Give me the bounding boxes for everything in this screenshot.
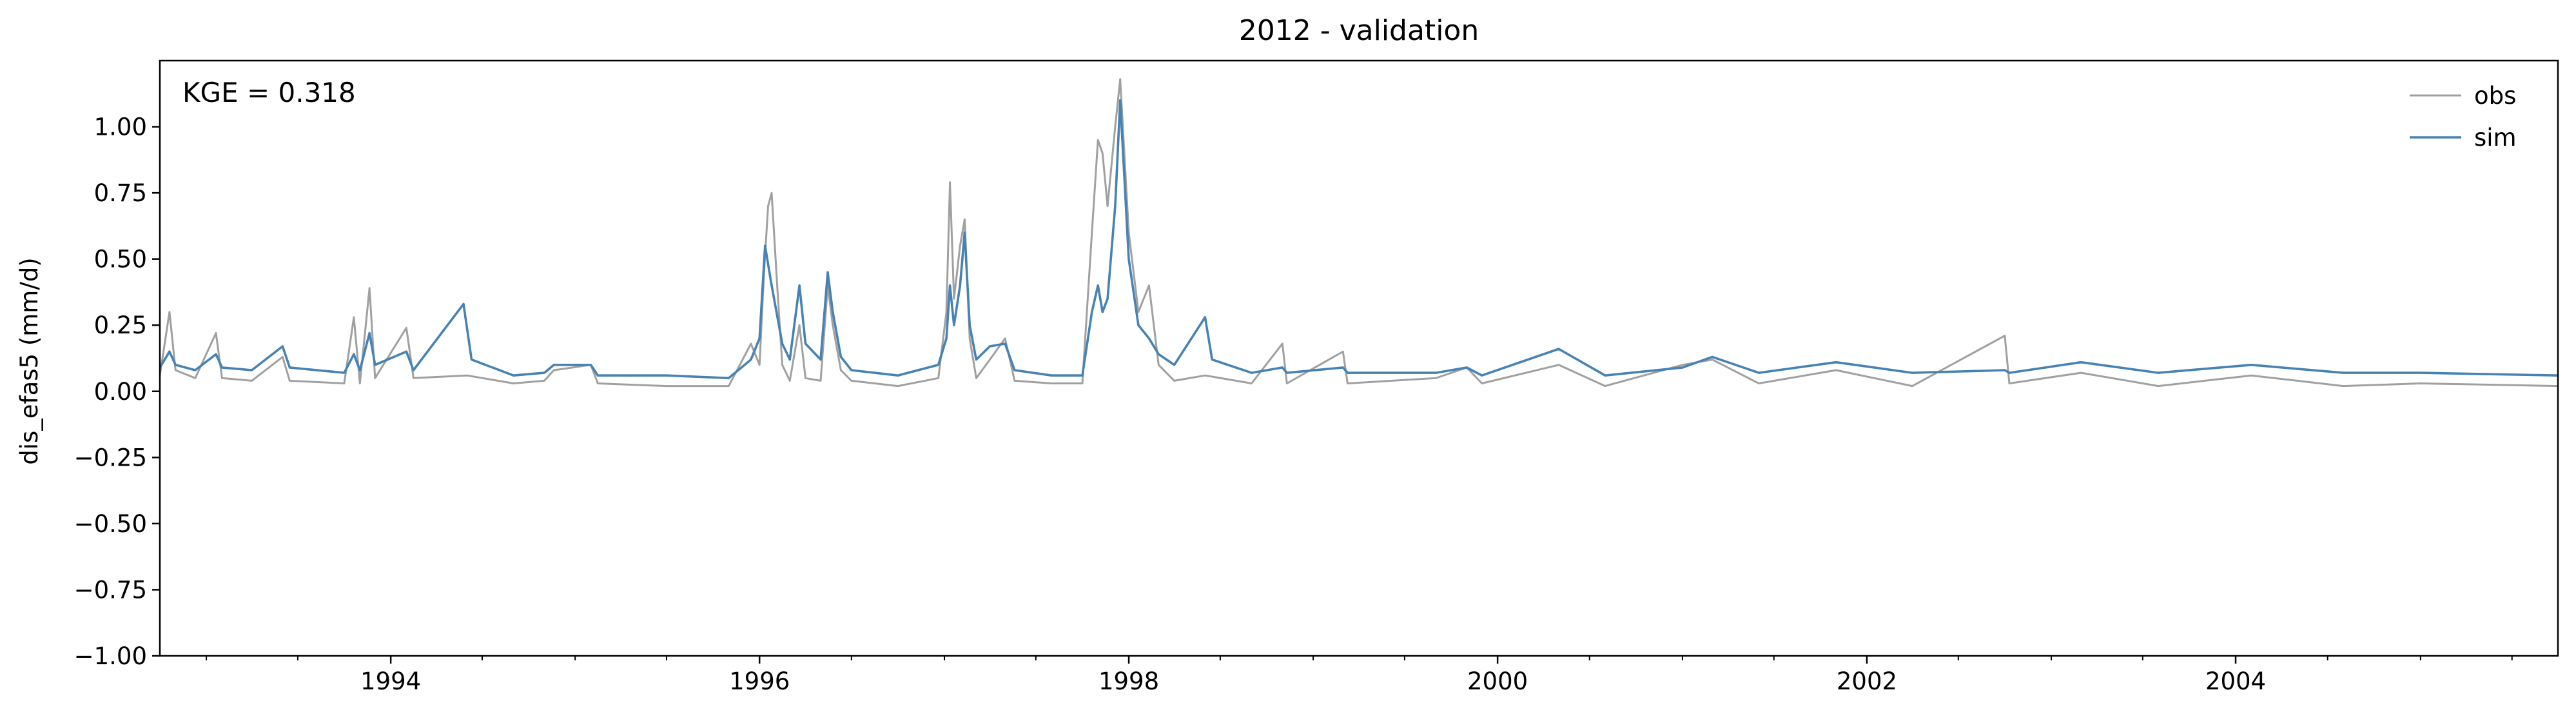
y-tick-label: −0.25 xyxy=(74,444,147,471)
legend-label-sim: sim xyxy=(2474,124,2517,152)
x-tick-label: 2002 xyxy=(1837,667,1897,695)
y-tick-label: 0.50 xyxy=(94,246,147,273)
series-line-obs xyxy=(159,78,2559,388)
chart-title: 2012 - validation xyxy=(1239,14,1479,47)
y-tick-label: −0.75 xyxy=(74,576,147,604)
legend-label-obs: obs xyxy=(2474,82,2516,110)
kge-annotation: KGE = 0.318 xyxy=(182,77,356,108)
y-tick-label: −1.00 xyxy=(74,642,147,670)
series-line-sim xyxy=(159,99,2559,380)
y-axis-label: dis_efas5 (mm/d) xyxy=(15,257,43,465)
plot-area: −1.00 −0.75 −0.50 −0.25 0.00 0.25 0.50 0.75 1.00… xyxy=(74,59,2559,695)
y-tick-label: −0.50 xyxy=(74,510,147,538)
axes-frame xyxy=(159,59,2559,657)
x-tick-label: 1998 xyxy=(1098,667,1159,695)
x-tick-label: 2000 xyxy=(1467,667,1528,695)
x-tick-label: 1994 xyxy=(360,667,421,695)
y-tick-label: 0.25 xyxy=(94,311,147,339)
x-tick-label: 1996 xyxy=(729,667,790,695)
y-tick-label: 0.00 xyxy=(94,378,147,406)
y-tick-label: 1.00 xyxy=(94,114,147,141)
x-tick-label: 2004 xyxy=(2205,667,2266,695)
y-tick-label: 0.75 xyxy=(94,179,147,207)
